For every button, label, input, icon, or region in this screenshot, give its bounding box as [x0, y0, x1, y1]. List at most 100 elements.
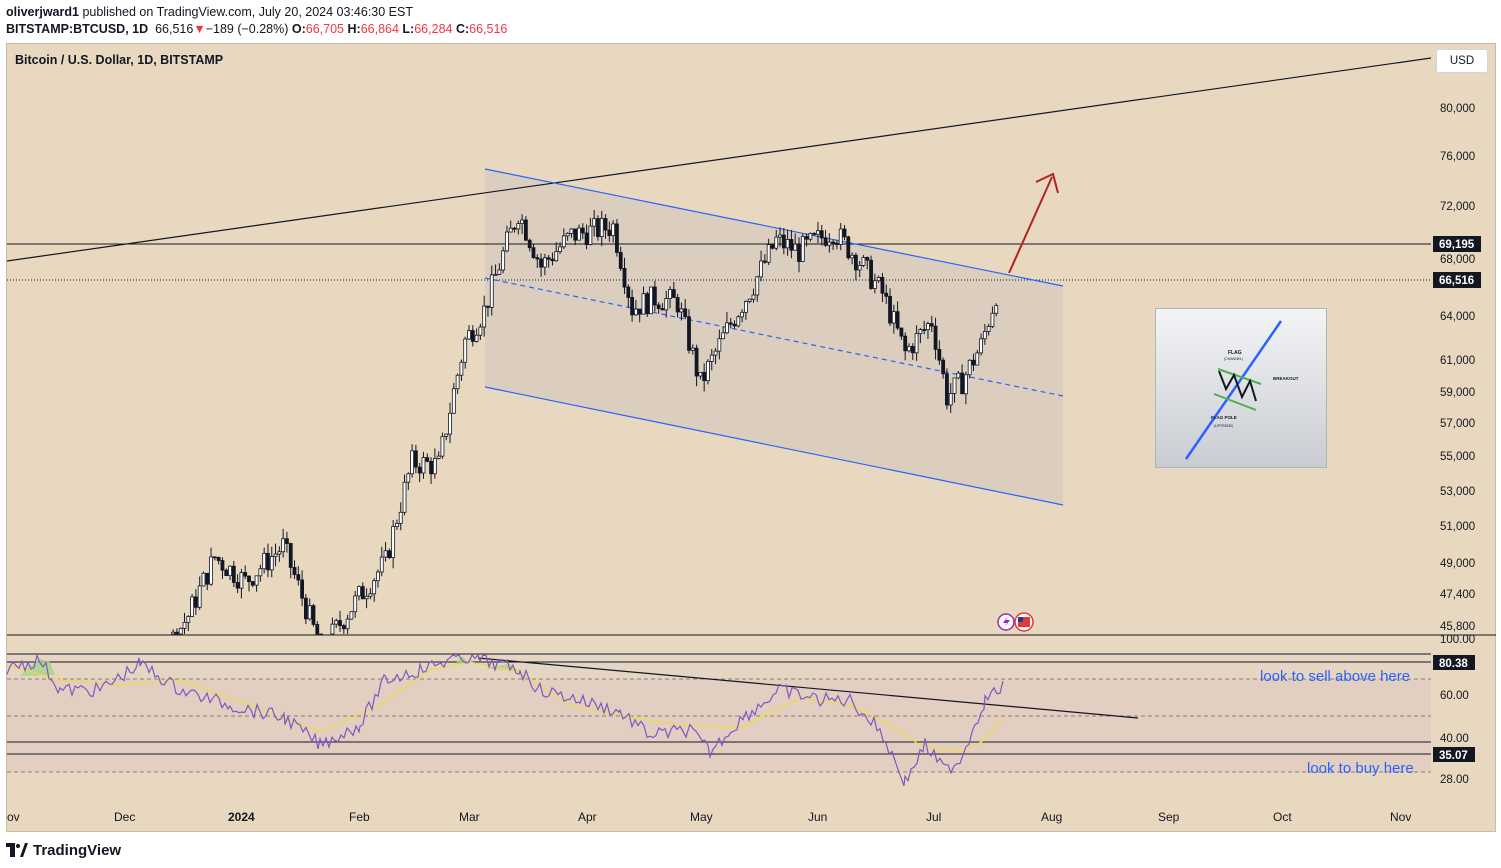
candle-body [861, 257, 866, 266]
x-tick-feb: Feb [349, 810, 370, 824]
x-tick-jun: Jun [808, 810, 827, 824]
publisher-line: oliverjward1 published on TradingView.co… [6, 5, 413, 19]
high-label: H: [347, 22, 361, 36]
change-down-icon: ▼ [193, 22, 206, 36]
candle-body [960, 372, 965, 395]
rsi-tick-40: 40.00 [1440, 733, 1469, 745]
candle-body [649, 286, 653, 315]
y-tick-55000: 55,000 [1440, 451, 1475, 463]
candle-body [895, 311, 900, 329]
candle-body [660, 308, 665, 311]
candle-body [440, 435, 445, 457]
candle-body [671, 289, 676, 298]
candle-body [523, 219, 528, 241]
candle-body [516, 223, 521, 230]
candle-body [952, 377, 957, 394]
candle-body [842, 228, 847, 238]
candle-body [376, 571, 380, 582]
candle-body [664, 298, 669, 311]
candle-body [387, 550, 392, 559]
candle-body [554, 251, 559, 262]
channel-fill [485, 169, 1063, 505]
channel-lower-line[interactable] [484, 386, 1064, 506]
candle-body [736, 316, 741, 327]
candle-body [793, 243, 798, 251]
publisher-name[interactable]: oliverjward1 [6, 5, 79, 19]
candle-body [687, 316, 691, 351]
candle-body [182, 621, 187, 629]
price-axis[interactable]: 80,000 76,000 72,000 68,000 64,000 61,00… [1440, 103, 1475, 633]
candle-body [209, 556, 213, 585]
candle-body [615, 223, 619, 253]
candle-body [467, 330, 471, 340]
candle-body [250, 581, 255, 586]
price-label-69195-bg [1433, 236, 1481, 252]
candle-body [982, 330, 987, 340]
candle-body [717, 338, 722, 352]
candle-body [349, 611, 354, 620]
currency-button[interactable]: USD [1436, 49, 1488, 73]
candle-body [577, 227, 581, 241]
candle-body [493, 273, 498, 276]
candle-body [262, 552, 267, 570]
y-tick-68000: 68,000 [1440, 254, 1475, 266]
symbol-name[interactable]: BITSTAMP:BTCUSD, 1D [6, 22, 149, 36]
candle-body [425, 457, 430, 462]
rsi-trendline[interactable] [477, 657, 1139, 719]
candle-body [341, 625, 346, 630]
candle-body [747, 298, 752, 302]
candle-body [948, 393, 953, 406]
candle-body [383, 550, 388, 558]
candle-body [994, 305, 999, 314]
tradingview-logo-icon [6, 843, 28, 857]
candle-body [755, 276, 760, 296]
rsi-tick-28: 28.00 [1440, 774, 1469, 786]
candle-body [599, 218, 604, 237]
long-trendline[interactable] [6, 57, 1432, 262]
flag-top-line [1217, 368, 1262, 385]
candle-body [630, 297, 635, 316]
flag-bottom-line [1213, 393, 1257, 411]
candle-body [273, 553, 278, 557]
candle-body [296, 574, 301, 581]
candle-body [865, 257, 870, 261]
candle-body [588, 225, 593, 245]
candle-body [254, 575, 259, 586]
candle-body [903, 335, 908, 352]
candle-body [945, 373, 949, 406]
candle-body [812, 233, 817, 235]
candle-body [778, 234, 782, 238]
x-tick-apr: Apr [578, 810, 597, 824]
candle-body [372, 580, 377, 595]
published-text: published on TradingView.com, July 20, 2… [82, 5, 413, 19]
candle-body [311, 605, 316, 625]
flag-zigzag [1218, 370, 1257, 402]
lightning-bolt-icon [1003, 616, 1010, 628]
candle-body [429, 460, 433, 475]
buy-note: look to buy here [1307, 760, 1414, 777]
price-label-66516-bg [1433, 272, 1481, 288]
flag-pole-line [1184, 320, 1283, 460]
candle-body [702, 371, 707, 382]
candle-body [413, 450, 418, 468]
candle-body [857, 265, 862, 271]
breakout-arrow[interactable] [1008, 176, 1053, 274]
tradingview-footer[interactable]: TradingView [6, 838, 121, 862]
candle-body [432, 458, 437, 475]
candle-body [652, 286, 657, 306]
candle-body [721, 332, 726, 340]
price-label-66516: 66,516 [1439, 275, 1474, 287]
channel-upper-line[interactable] [484, 168, 1064, 287]
candle-body [520, 219, 525, 224]
y-tick-51000: 51,000 [1440, 521, 1475, 533]
time-axis[interactable]: ov Dec 2024 Feb Mar Apr May Jun Jul Aug … [7, 810, 1411, 824]
rsi-ma-line [6, 661, 1004, 753]
candle-body [243, 572, 248, 577]
candle-body [766, 244, 771, 263]
candle-body [338, 620, 342, 627]
rsi-axis[interactable]: 100.00 60.00 40.00 28.00 [1440, 634, 1475, 786]
candle-body [364, 595, 369, 600]
x-tick-dec: Dec [114, 810, 135, 824]
candle-body [353, 595, 358, 613]
